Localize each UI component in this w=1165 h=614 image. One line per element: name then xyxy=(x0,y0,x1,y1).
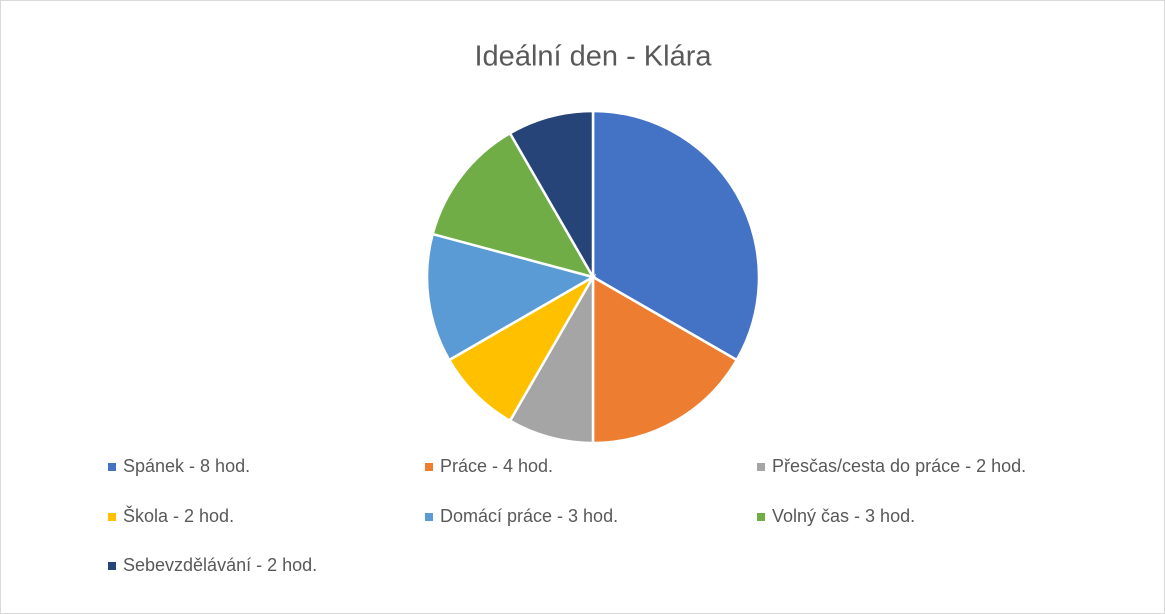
pie-slice xyxy=(508,272,595,445)
chart-title: Ideální den - Klára xyxy=(475,41,713,73)
pie-slice xyxy=(447,273,597,423)
legend-label: Spánek - 8 hod. xyxy=(123,456,250,476)
pie-slice xyxy=(508,109,595,282)
legend-label: Volný čas - 3 hod. xyxy=(772,506,915,526)
pie-slice xyxy=(591,274,739,445)
legend-label: Domácí práce - 3 hod. xyxy=(440,506,618,526)
legend-swatch xyxy=(108,463,116,471)
legend-swatch xyxy=(108,562,116,570)
legend-label: Přesčas/cesta do práce - 2 hod. xyxy=(772,456,1026,476)
legend-label: Sebevzdělávání - 2 hod. xyxy=(123,555,317,575)
legend-swatch xyxy=(757,463,765,471)
legend-label: Práce - 4 hod. xyxy=(440,456,553,476)
pie-slice xyxy=(591,109,761,362)
pie-slice xyxy=(425,232,597,362)
legend-swatch xyxy=(757,513,765,521)
legend-label: Škola - 2 hod. xyxy=(123,505,234,526)
legend-swatch xyxy=(425,513,433,521)
pie-slice xyxy=(431,131,596,279)
legend-swatch xyxy=(425,463,433,471)
legend-swatch xyxy=(108,513,116,521)
